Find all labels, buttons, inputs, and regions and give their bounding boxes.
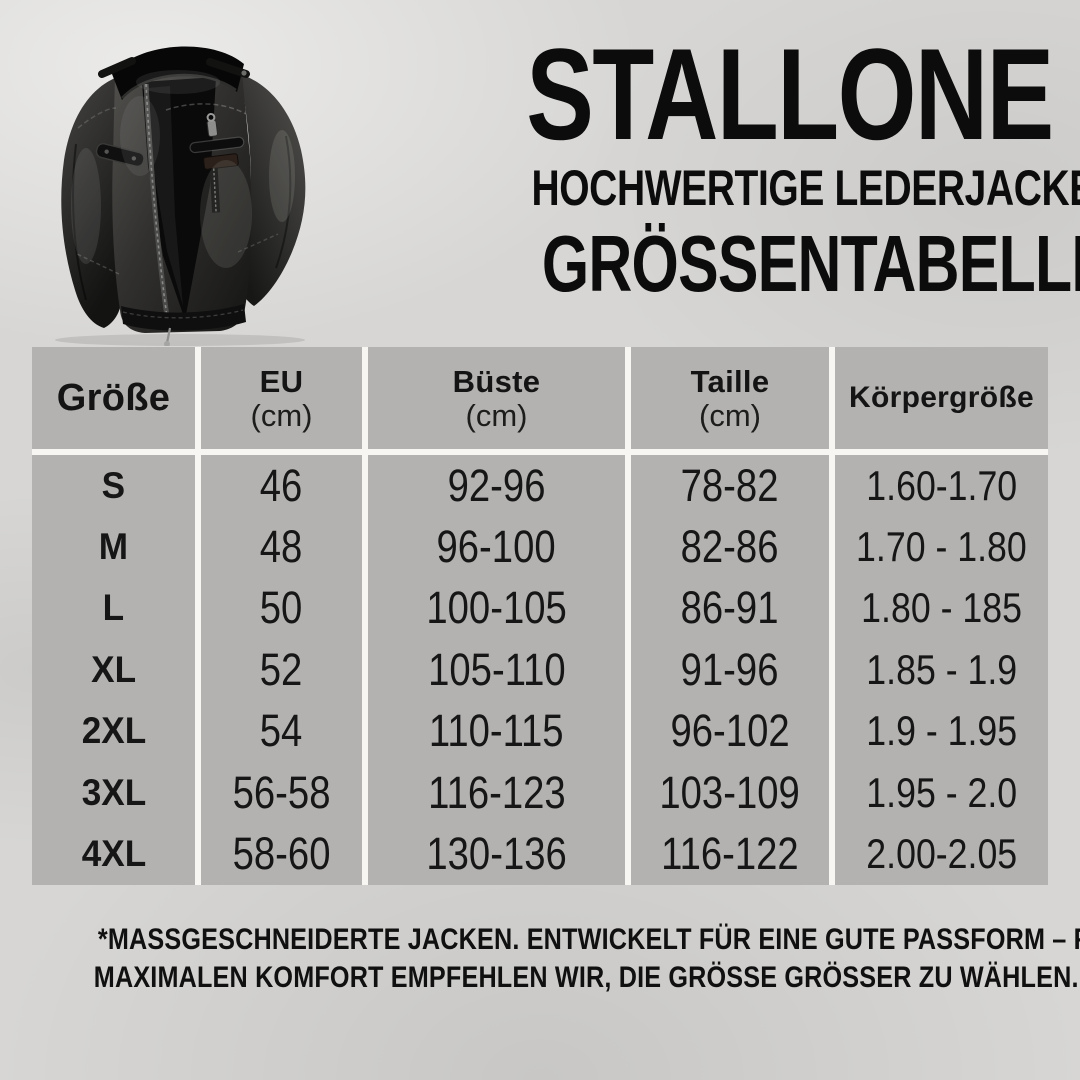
footnote-line-1: *MASSGESCHNEIDERTE JACKEN. ENTWICKELT FÜ… [97,923,1080,956]
cell-size: 2XL [32,700,195,762]
title-block: STALLONE HOCHWERTIGE LEDERJACKE GRÖSSENT… [452,21,1080,312]
cell-eu: 48 [201,516,362,578]
size-table: Größe EU (cm) Büste (cm) Taille (cm) Kör… [32,347,1048,885]
cell-height: 1.95 - 2.0 [835,761,1048,824]
cell-size: S [32,455,195,517]
cell-waist: 96-102 [631,700,829,762]
footnote-line-2: MAXIMALEN KOMFORT EMPFEHLEN WIR, DIE GRÖ… [93,961,1079,994]
column-header-label: EU [259,363,304,399]
cell-height: 1.80 - 185 [835,577,1048,640]
cell-size: L [32,577,195,640]
cell-eu: 46 [201,455,362,517]
column-header-label: Taille [690,363,770,399]
cell-eu: 52 [201,639,362,701]
column-header-size: Größe [32,347,195,449]
column-header-label: Körpergröße [849,381,1034,414]
cell-height: 2.00-2.05 [835,823,1048,885]
cell-waist: 116-122 [631,823,829,885]
cell-height: 1.9 - 1.95 [835,700,1048,762]
cell-bust: 92-96 [368,455,625,517]
footnote: *MASSGESCHNEIDERTE JACKEN. ENTWICKELT FÜ… [0,921,1080,997]
cell-waist: 91-96 [631,639,829,701]
column-header-waist: Taille (cm) [631,347,829,449]
cell-eu: 58-60 [201,823,362,885]
cell-waist: 86-91 [631,577,829,640]
cell-eu: 56-58 [201,761,362,824]
cell-height: 1.60-1.70 [835,455,1048,517]
cell-bust: 105-110 [368,639,625,701]
product-subtitle: HOCHWERTIGE LEDERJACKE [531,160,1080,216]
column-header-unit: (cm) [699,397,761,433]
cell-size: M [32,516,195,578]
cell-bust: 100-105 [368,577,625,640]
cell-waist: 103-109 [631,761,829,824]
cell-eu: 50 [201,577,362,640]
table-heading: GRÖSSENTABELLE [541,219,1080,308]
cell-bust: 96-100 [368,516,625,578]
cell-height: 1.70 - 1.80 [835,516,1048,578]
cell-bust: 130-136 [368,823,625,885]
cell-bust: 110-115 [368,700,625,762]
column-header-height: Körpergröße [835,347,1048,449]
cell-height: 1.85 - 1.9 [835,639,1048,701]
column-header-eu: EU (cm) [201,347,362,449]
cell-bust: 116-123 [368,761,625,824]
table-body: S 46 92-96 78-82 1.60-1.70 M 48 96-100 8… [32,455,1048,885]
column-header-label: Büste [452,363,541,399]
column-header-bust: Büste (cm) [368,347,625,449]
cell-size: XL [32,639,195,701]
column-header-unit: (cm) [465,397,528,433]
cell-size: 3XL [32,761,195,824]
column-header-unit: (cm) [250,397,313,433]
cell-waist: 82-86 [631,516,829,578]
cell-waist: 78-82 [631,455,829,517]
jacket-image [55,46,306,346]
brand-title: STALLONE [526,21,1054,167]
column-header-label: Größe [56,377,171,419]
cell-eu: 54 [201,700,362,762]
table-header-row: Größe EU (cm) Büste (cm) Taille (cm) Kör… [32,347,1048,449]
cell-size: 4XL [32,823,195,885]
